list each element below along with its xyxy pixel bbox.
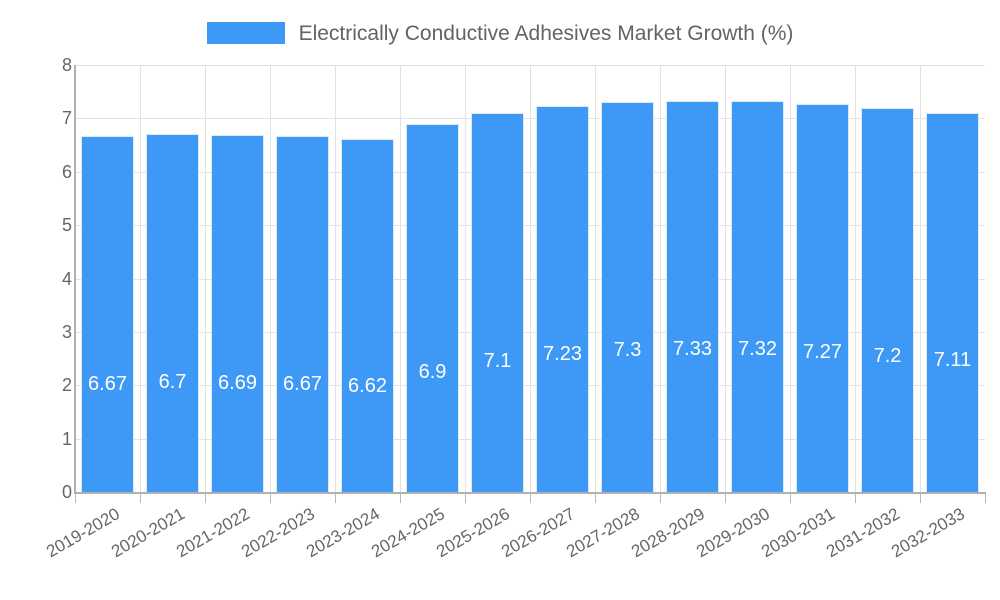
bar-value-label: 6.67 [283, 372, 322, 395]
x-axis-tick-mark [530, 494, 531, 503]
x-axis-tick-label: 2028-2029 [628, 504, 708, 562]
bar-value-label: 6.69 [218, 371, 257, 394]
y-axis-line [74, 65, 76, 493]
bar[interactable]: 7.2 [861, 107, 914, 492]
gridline-vertical [335, 65, 336, 492]
gridline-vertical [920, 65, 921, 492]
x-axis-tick-mark [595, 494, 596, 503]
bar[interactable]: 6.69 [211, 134, 264, 492]
x-axis-tick-label: 2025-2026 [433, 504, 513, 562]
x-axis-tick-label: 2026-2027 [498, 504, 578, 562]
gridline-vertical [530, 65, 531, 492]
bar[interactable]: 7.11 [926, 112, 979, 492]
x-axis-tick-mark [790, 494, 791, 503]
bar[interactable]: 6.62 [341, 138, 394, 492]
x-axis-tick-mark [465, 494, 466, 503]
x-axis-tick-mark [205, 494, 206, 503]
x-axis-tick-mark [660, 494, 661, 503]
bar-value-label: 6.9 [418, 360, 447, 383]
gridline-vertical [790, 65, 791, 492]
bar[interactable]: 7.27 [796, 103, 849, 492]
x-axis-tick-mark [400, 494, 401, 503]
bar-value-label: 7.2 [873, 344, 902, 367]
bar-value-label: 7.1 [483, 349, 512, 372]
bar[interactable]: 6.67 [276, 136, 329, 492]
bar[interactable]: 6.9 [406, 123, 459, 492]
y-axis-tick-label: 6 [61, 161, 72, 182]
x-axis-tick-mark [140, 494, 141, 503]
x-axis-tick-label: 2024-2025 [368, 504, 448, 562]
x-axis-line [74, 492, 986, 494]
bar[interactable]: 6.67 [81, 136, 134, 492]
bar-value-label: 7.32 [738, 338, 777, 361]
gridline-vertical [660, 65, 661, 492]
legend-label: Electrically Conductive Adhesives Market… [298, 21, 794, 45]
gridline-vertical [270, 65, 271, 492]
x-axis-tick-label: 2023-2024 [303, 504, 383, 562]
bar[interactable]: 7.23 [536, 106, 589, 492]
bar-value-label: 6.62 [348, 375, 387, 398]
x-axis-tick-mark [335, 494, 336, 503]
bar[interactable]: 6.7 [146, 134, 199, 492]
x-axis-tick-label: 2032-2033 [888, 504, 968, 562]
x-axis-tick-label: 2021-2022 [173, 504, 253, 562]
x-axis-tick-label: 2020-2021 [108, 504, 188, 562]
bar[interactable]: 7.1 [471, 113, 524, 492]
plot-area: 6.67 6.7 6.69 6.67 6.62 6.9 7.1 7.23 7.3 7.33 7.32… [74, 65, 986, 503]
bar[interactable]: 7.33 [666, 100, 719, 492]
bar[interactable]: 7.32 [731, 101, 784, 492]
gridline-vertical [465, 65, 466, 492]
x-axis-tick-label: 2029-2030 [693, 504, 773, 562]
x-axis-tick-label: 2031-2032 [823, 504, 903, 562]
bar-value-label: 6.7 [158, 371, 187, 394]
x-axis-tick-mark [270, 494, 271, 503]
y-axis-tick-label: 7 [61, 108, 72, 129]
x-axis-tick-label: 2027-2028 [563, 504, 643, 562]
y-axis-tick-label: 2 [61, 375, 72, 396]
bar-value-label: 6.67 [88, 372, 127, 395]
gridline-vertical [205, 65, 206, 492]
y-axis-tick-label: 1 [61, 428, 72, 449]
y-axis-tick-label: 8 [61, 55, 72, 75]
y-axis-tick-label: 4 [61, 268, 72, 289]
x-axis-tick-mark [985, 494, 986, 503]
x-axis-tick-label: 2022-2023 [238, 504, 318, 562]
bar-value-label: 7.3 [613, 339, 642, 362]
gridline-vertical [595, 65, 596, 492]
x-axis-tick-mark [725, 494, 726, 503]
bar-value-label: 7.33 [673, 337, 712, 360]
y-axis-tick-label: 5 [61, 215, 72, 236]
x-axis-tick-label: 2030-2031 [758, 504, 838, 562]
legend-color-swatch [206, 22, 285, 44]
bar-value-label: 7.11 [933, 349, 972, 372]
x-axis-tick-labels: 2019-2020 2020-2021 2021-2022 2022-2023 2023… [43, 504, 985, 600]
chart-legend: Electrically Conductive Adhesives Market… [0, 14, 1000, 52]
gridline-vertical [855, 65, 856, 492]
x-axis-tick-mark [75, 494, 76, 503]
gridline-vertical [140, 65, 141, 492]
gridline-vertical [400, 65, 401, 492]
y-axis-tick-label: 3 [61, 321, 72, 342]
y-axis-tick-label: 0 [61, 482, 72, 502]
x-axis-tick-mark [855, 494, 856, 503]
x-axis-tick-mark [920, 494, 921, 503]
gridline-vertical [725, 65, 726, 492]
x-axis-tick-label: 2019-2020 [43, 504, 123, 562]
bar[interactable]: 7.3 [601, 102, 654, 492]
bar-value-label: 7.23 [543, 342, 582, 365]
bar-value-label: 7.27 [803, 340, 842, 363]
